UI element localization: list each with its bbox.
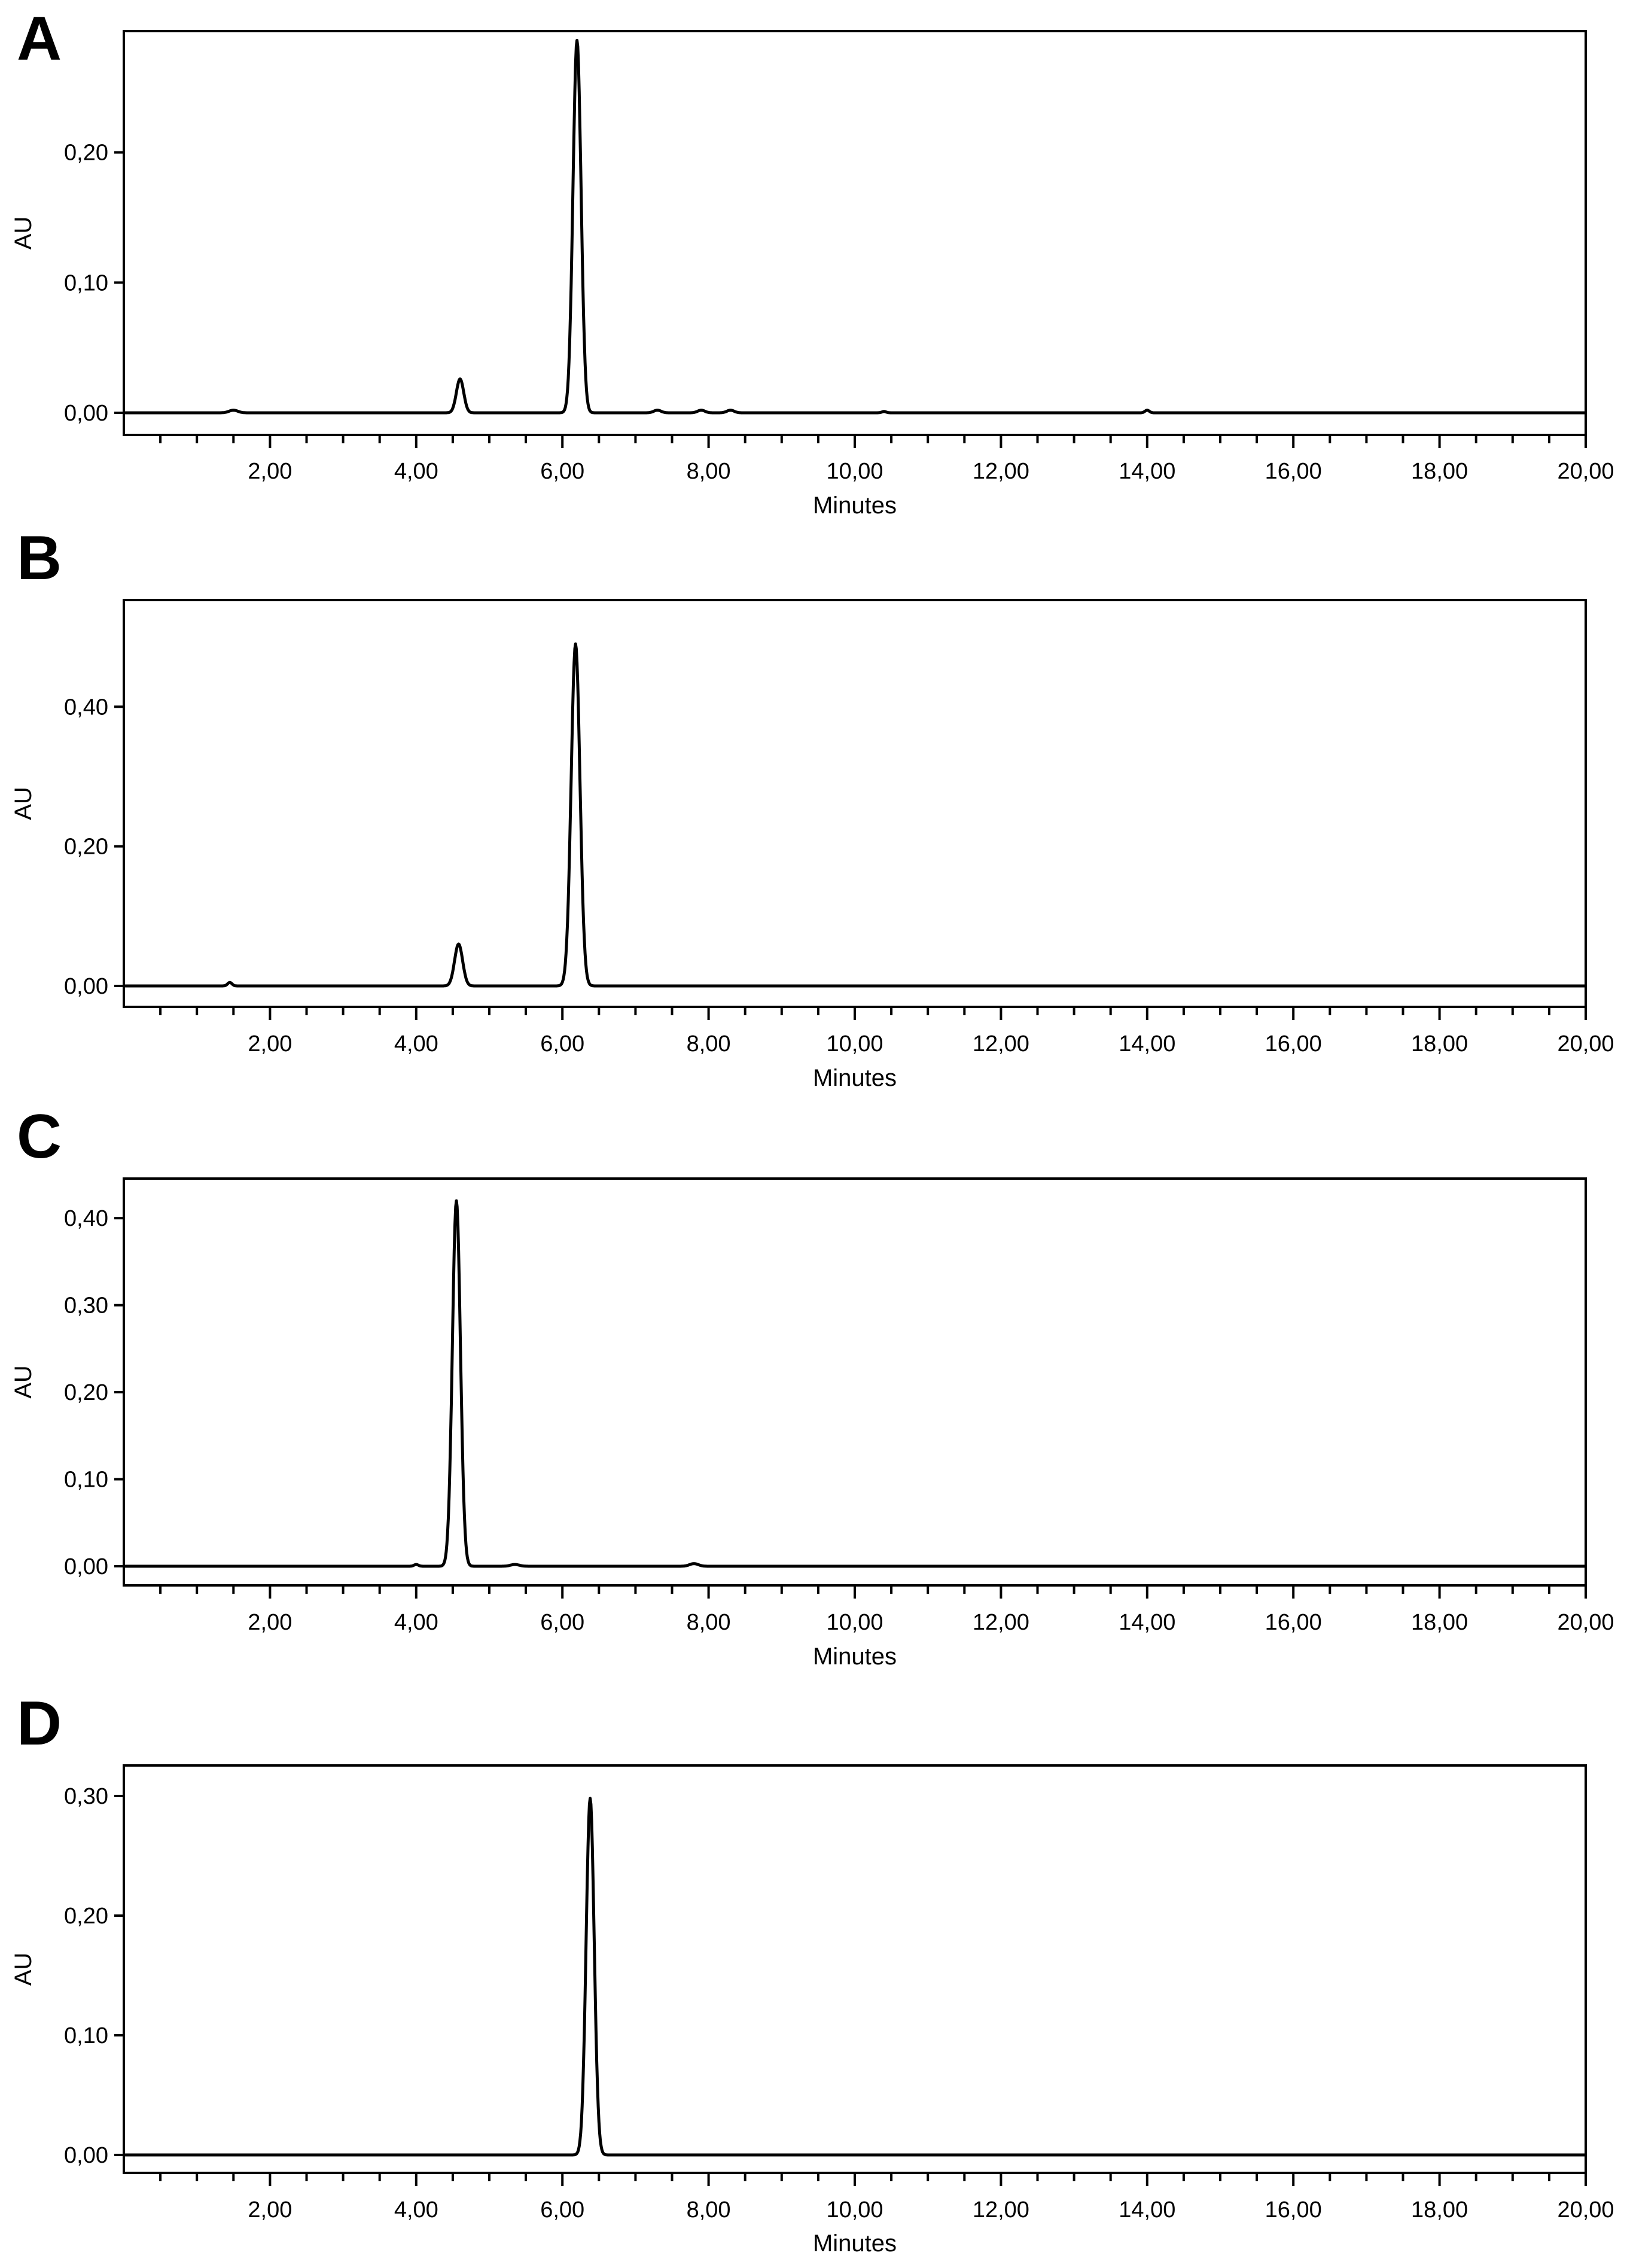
y-axis-label: AU [10,217,36,250]
y-axis-label: AU [10,1365,36,1399]
x-tick-label: 10,00 [826,1031,883,1057]
y-axis-label: AU [10,1953,36,1986]
y-tick-label: 0,30 [64,1784,108,1809]
y-tick-label: 0,40 [64,695,108,720]
plot-frame [123,30,1587,436]
x-tick-label: 2,00 [248,1031,292,1057]
x-tick-label: 12,00 [973,1610,1029,1635]
x-tick-label: 14,00 [1119,1610,1175,1635]
x-tick-label: 4,00 [394,459,438,484]
chart-panel-d: D 0,00 0,10 0,20 0,30 2,00 4,00 6,00 8,00 10,00 12… [10,1689,1614,2257]
panel-letter: C [17,1102,62,1171]
y-tick-label: 0,00 [64,401,108,426]
y-tick-label: 0,00 [64,1554,108,1579]
x-tick-label: 20,00 [1557,1031,1614,1057]
chromatogram-trace [123,642,1587,988]
x-tick-label: 8,00 [687,459,731,484]
x-tick-label: 4,00 [394,2197,438,2223]
plot-frame [123,1764,1587,2174]
x-tick-label: 8,00 [687,2197,731,2223]
plot-frame [123,599,1587,1008]
x-tick-label: 18,00 [1411,459,1468,484]
chart-panel-a: A 0,00 0,10 0,20 2,00 4,00 6,00 8,00 10,00 12,00 1… [10,4,1614,519]
chart-panel-c: C 0,00 0,10 0,20 0,30 0,40 2,00 4,00 6,00 8,00 10,… [10,1102,1614,1670]
x-tick-label: 10,00 [826,1610,883,1635]
y-tick-label: 0,30 [64,1293,108,1319]
x-tick-label: 16,00 [1265,2197,1322,2223]
x-tick-label: 14,00 [1119,1031,1175,1057]
y-axis-label: AU [10,787,36,820]
x-axis-label: Minutes [813,1643,897,1670]
x-tick-label: 6,00 [540,2197,584,2223]
plot-frame [123,1177,1587,1587]
x-tick-label: 12,00 [973,2197,1029,2223]
x-tick-label: 14,00 [1119,2197,1175,2223]
x-axis-label: Minutes [813,2230,897,2257]
chromatogram-trace [123,1199,1587,1568]
y-tick-label: 0,10 [64,2023,108,2048]
x-tick-label: 16,00 [1265,459,1322,484]
x-tick-label: 8,00 [687,1031,731,1057]
y-tick-label: 0,10 [64,1468,108,1493]
x-tick-label: 12,00 [973,459,1029,484]
x-tick-label: 16,00 [1265,1610,1322,1635]
x-axis-label: Minutes [813,1065,897,1091]
x-tick-label: 4,00 [394,1610,438,1635]
y-tick-label: 0,00 [64,2143,108,2168]
x-tick-label: 4,00 [394,1031,438,1057]
x-tick-label: 8,00 [687,1610,731,1635]
x-tick-label: 14,00 [1119,459,1175,484]
x-tick-label: 6,00 [540,459,584,484]
y-tick-label: 0,20 [64,1904,108,1929]
y-tick-label: 0,40 [64,1206,108,1231]
y-tick-label: 0,20 [64,141,108,166]
chromatogram-trace [123,1797,1587,2157]
x-tick-label: 20,00 [1557,459,1614,484]
panel-letter: D [17,1689,62,1758]
chromatogram-trace [123,39,1587,415]
x-tick-label: 10,00 [826,2197,883,2223]
x-tick-label: 16,00 [1265,1031,1322,1057]
x-axis-label: Minutes [813,492,897,519]
x-tick-label: 6,00 [540,1031,584,1057]
y-tick-label: 0,10 [64,270,108,296]
panel-letter: B [17,523,62,593]
x-tick-label: 18,00 [1411,1610,1468,1635]
x-tick-label: 18,00 [1411,2197,1468,2223]
x-tick-label: 12,00 [973,1031,1029,1057]
x-tick-label: 6,00 [540,1610,584,1635]
y-tick-label: 0,00 [64,974,108,999]
x-tick-label: 2,00 [248,2197,292,2223]
y-tick-label: 0,20 [64,1380,108,1405]
x-tick-label: 2,00 [248,1610,292,1635]
panel-letter: A [17,4,62,74]
chart-panel-b: B 0,00 0,20 0,40 2,00 4,00 6,00 8,00 10,00 12,00 1… [10,523,1614,1091]
x-tick-label: 18,00 [1411,1031,1468,1057]
x-tick-label: 20,00 [1557,2197,1614,2223]
x-tick-label: 2,00 [248,459,292,484]
x-tick-label: 10,00 [826,459,883,484]
x-tick-label: 20,00 [1557,1610,1614,1635]
y-tick-label: 0,20 [64,835,108,860]
